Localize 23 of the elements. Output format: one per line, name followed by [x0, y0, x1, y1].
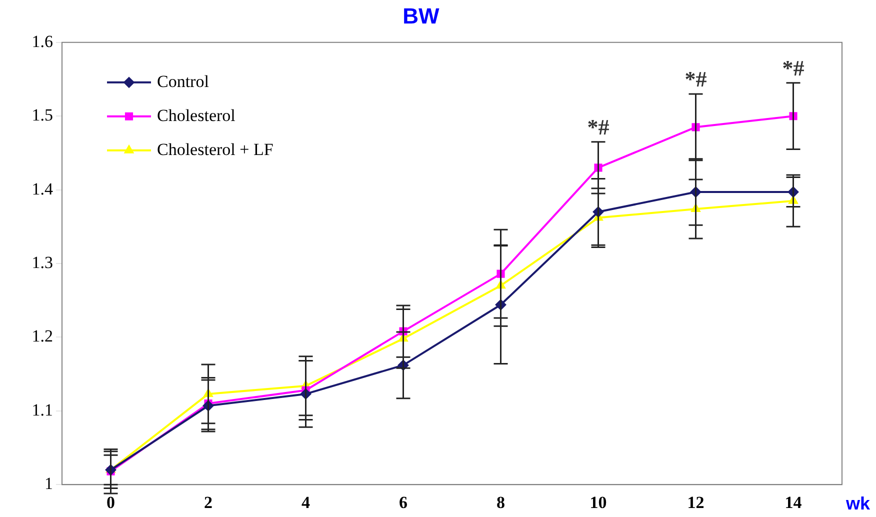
x-tick-label: 12: [687, 493, 704, 512]
x-tick-label: 2: [204, 493, 212, 512]
y-tick-label: 1.3: [32, 252, 53, 272]
y-tick-label: 1.5: [32, 106, 53, 125]
legend-label: Control: [157, 72, 210, 91]
annotation: *#: [782, 56, 804, 81]
y-tick-label: 1.6: [32, 32, 53, 51]
y-tick-label: 1.2: [32, 326, 53, 346]
legend-label: Cholesterol: [157, 106, 236, 125]
y-tick-label: 1: [44, 474, 53, 494]
y-tick-label: 1.1: [32, 400, 53, 420]
x-tick-label: 8: [496, 493, 505, 512]
chart-title: BW: [402, 3, 440, 28]
annotation: *#: [587, 114, 610, 140]
y-tick-label: 1.4: [32, 179, 54, 198]
x-tick-label: 0: [106, 493, 115, 512]
x-tick-label: 6: [399, 493, 408, 512]
x-tick-label: 14: [784, 493, 802, 512]
annotation: *#: [684, 66, 707, 92]
x-tick-label: 10: [590, 493, 607, 512]
x-tick-label: 4: [302, 493, 310, 512]
legend-label: Cholesterol + LF: [157, 140, 274, 159]
x-axis-title: wk: [845, 494, 871, 514]
